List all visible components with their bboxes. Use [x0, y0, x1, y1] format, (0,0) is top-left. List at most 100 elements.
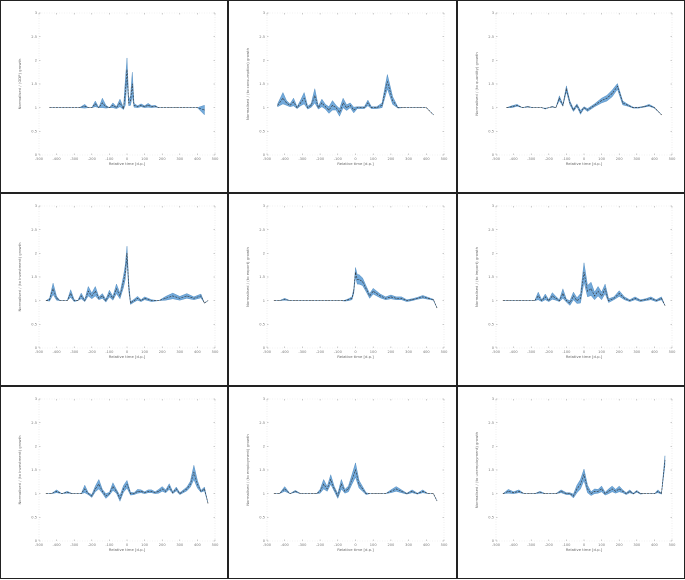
y-tick-label: 3: [492, 11, 494, 15]
x-tick-label: 0: [583, 350, 586, 354]
data-point: [102, 102, 103, 104]
data-point: [321, 102, 323, 104]
data-point: [427, 297, 429, 299]
y-tick-label: 0: [263, 153, 266, 157]
data-point: [56, 107, 57, 109]
chart-svg-8: 0 0.5 1 1.5 2 2.5 3 -500 -400 -300 -200 -100 0 100 200…: [245, 397, 448, 552]
data-point: [583, 474, 585, 476]
x-axis-label: Relative time [d.p.]: [109, 354, 146, 359]
chart-svg-2: 0 0.5 1 1.5 2 2.5 3 -500 -400 -300 -200 -100 0 100 200…: [245, 11, 448, 166]
data-point: [200, 490, 202, 492]
data-point: [294, 490, 296, 492]
data-point: [406, 300, 408, 302]
data-point: [87, 290, 89, 292]
data-point: [636, 490, 638, 492]
data-point: [534, 300, 536, 302]
data-point: [379, 295, 381, 297]
data-point: [91, 495, 93, 497]
data-point: [126, 483, 128, 485]
data-point: [597, 290, 599, 292]
y-tick-label: 2.5: [31, 228, 37, 232]
data-point: [344, 490, 346, 492]
x-tick-label: -200: [88, 543, 97, 547]
data-point: [109, 293, 110, 294]
data-point: [555, 493, 557, 495]
x-tick-label: -400: [510, 157, 519, 161]
x-tick-label: -500: [263, 157, 272, 161]
data-point: [395, 488, 397, 490]
x-tick-label: -200: [545, 157, 554, 161]
data-point: [204, 109, 205, 111]
chart-svg-6: 0 0.5 1 1.5 2 2.5 3 -500 -400 -300 -200 -100 0 100 200…: [474, 204, 676, 359]
data-point: [131, 83, 133, 85]
y-tick-label: 0.5: [259, 130, 265, 134]
x-tick-label: 400: [194, 543, 202, 547]
x-tick-label: 400: [651, 350, 659, 354]
data-point: [559, 300, 560, 302]
data-point: [151, 490, 152, 492]
data-point: [608, 300, 609, 302]
y-tick-label: 1.5: [259, 82, 265, 86]
data-point: [346, 107, 347, 109]
data-point: [296, 107, 298, 109]
data-point: [604, 493, 606, 495]
data-point: [411, 299, 413, 301]
x-tick-label: -500: [35, 543, 44, 547]
data-point: [66, 300, 68, 302]
data-point: [594, 295, 595, 297]
data-point: [529, 300, 530, 302]
x-tick-label: -100: [334, 350, 343, 354]
data-point: [151, 106, 152, 108]
data-point: [597, 102, 599, 104]
data-point: [186, 295, 188, 297]
data-point: [355, 469, 356, 471]
x-tick-label: -400: [510, 543, 519, 547]
x-tick-label: -400: [53, 157, 62, 161]
x-tick-label: 0: [354, 543, 357, 547]
x-tick-label: -200: [88, 157, 97, 161]
y-axis-label: Normalised / (to employment) growth: [245, 434, 250, 506]
data-point: [123, 108, 124, 109]
data-point: [105, 106, 107, 108]
data-point: [112, 297, 114, 299]
data-point: [643, 106, 645, 108]
data-point: [390, 490, 392, 492]
data-point: [284, 488, 286, 490]
data-point: [406, 493, 408, 495]
data-point: [601, 295, 602, 297]
data-point: [576, 488, 578, 490]
data-point: [98, 107, 100, 109]
x-tick-label: -100: [562, 543, 571, 547]
x-tick-label: 100: [370, 157, 378, 161]
data-point: [307, 107, 309, 109]
data-point: [661, 297, 662, 299]
y-tick-label: 0.5: [488, 130, 494, 134]
data-point: [385, 297, 386, 299]
y-tick-label: 0: [35, 539, 38, 543]
data-point: [502, 493, 504, 495]
data-point: [569, 302, 571, 304]
data-point: [648, 104, 650, 106]
data-point: [353, 290, 355, 292]
x-tick-label: -300: [527, 350, 536, 354]
y-tick-label: 1.5: [31, 275, 37, 279]
data-point: [356, 279, 358, 280]
data-point: [284, 298, 286, 300]
y-tick-label: 2.5: [259, 421, 265, 425]
data-point: [300, 300, 301, 302]
y-tick-label: 0.5: [259, 516, 265, 520]
data-point: [502, 300, 504, 302]
data-point: [351, 479, 353, 480]
x-tick-label: 0: [354, 157, 357, 161]
data-point: [537, 107, 539, 109]
data-point: [172, 295, 174, 297]
data-point: [573, 495, 574, 497]
x-tick-label: 300: [176, 350, 184, 354]
data-point: [576, 300, 578, 302]
y-tick-label: 1.5: [488, 468, 494, 472]
data-point: [165, 490, 167, 492]
y-tick-label: 0.5: [31, 130, 37, 134]
data-point: [348, 488, 349, 490]
data-point: [544, 296, 546, 298]
